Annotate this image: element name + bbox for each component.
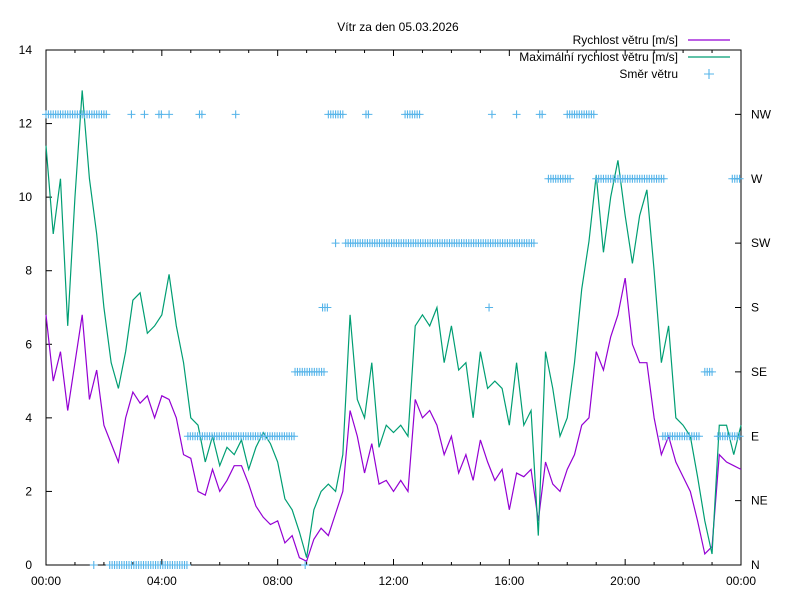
x-tick-label: 00:00 <box>31 574 61 588</box>
y2-tick-label: SW <box>751 236 771 250</box>
direction-point <box>566 174 575 183</box>
y-tick-label: 10 <box>19 190 33 204</box>
direction-point <box>127 110 136 119</box>
y-tick-label: 12 <box>19 117 33 131</box>
legend-label-speed: Rychlost větru [m/s] <box>573 33 678 47</box>
y2-tick-label: E <box>751 429 759 443</box>
x-tick-label: 04:00 <box>147 574 177 588</box>
direction-point <box>538 110 547 119</box>
legend-label-max-speed: Maximální rychlost větru [m/s] <box>519 50 678 64</box>
direction-point <box>89 561 98 569</box>
y2-tick-label: S <box>751 301 759 315</box>
x-tick-label: 20:00 <box>610 574 640 588</box>
y-tick-label: 2 <box>25 484 32 498</box>
x-tick-label: 00:00 <box>726 574 756 588</box>
y2-tick-label: W <box>751 172 763 186</box>
direction-point <box>197 110 206 119</box>
direction-point <box>708 367 717 376</box>
direction-point <box>589 110 598 119</box>
legend: Rychlost větru [m/s] Maximální rychlost … <box>519 33 730 81</box>
direction-point <box>485 303 494 312</box>
chart-title: Vítr za den 05.03.2026 <box>337 20 459 34</box>
x-tick-label: 08:00 <box>263 574 293 588</box>
direction-point <box>231 110 240 119</box>
direction-point <box>140 110 149 119</box>
y-tick-label: 0 <box>25 558 32 572</box>
axes: 0 2 4 6 8 10 12 14 00:00 04:00 08:00 12:00 16:00 20:0… <box>19 43 772 588</box>
direction-point <box>290 432 299 441</box>
direction-point <box>415 110 424 119</box>
y2-tick-label: N <box>751 558 760 572</box>
direction-point <box>182 561 191 569</box>
direction-point <box>338 110 347 119</box>
direction-point <box>735 174 744 183</box>
y2-tick-label: SE <box>751 365 767 379</box>
direction-point <box>301 561 310 569</box>
direction-point <box>320 367 328 376</box>
direction-point <box>157 110 166 119</box>
direction-point <box>735 432 744 441</box>
legend-swatch-direction <box>704 69 714 79</box>
legend-label-direction: Směr větru <box>619 67 678 81</box>
direction-point <box>529 239 538 248</box>
direction-point <box>165 110 174 119</box>
y-tick-label: 14 <box>19 43 33 57</box>
y2-tick-label: NE <box>751 494 768 508</box>
plot-border <box>45 49 742 566</box>
direction-point <box>695 432 704 441</box>
direction-point <box>512 110 521 119</box>
max-speed-line <box>45 90 742 558</box>
speed-line <box>45 277 742 563</box>
direction-point <box>659 174 668 183</box>
direction-point <box>487 110 496 119</box>
series-layer <box>42 90 744 569</box>
x-tick-label: 12:00 <box>378 574 408 588</box>
direction-point <box>331 239 340 248</box>
y-tick-label: 6 <box>25 337 32 351</box>
direction-point <box>364 110 373 119</box>
direction-point <box>102 110 111 119</box>
direction-point <box>323 303 332 312</box>
x-tick-label: 16:00 <box>494 574 524 588</box>
y2-tick-label: NW <box>751 107 772 121</box>
y-tick-label: 4 <box>25 411 32 425</box>
y-tick-label: 8 <box>25 264 32 278</box>
